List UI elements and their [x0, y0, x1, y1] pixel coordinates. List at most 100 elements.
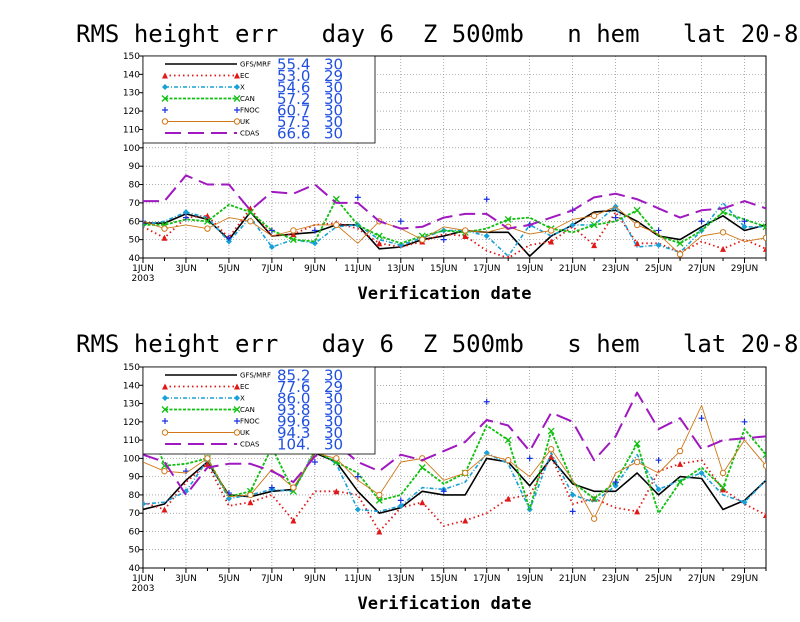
data-point — [333, 221, 340, 229]
y-tick-label: 150 — [123, 52, 140, 62]
data-point — [268, 243, 275, 250]
data-point — [762, 234, 766, 241]
data-point — [504, 436, 512, 444]
legend-marker — [234, 395, 240, 401]
data-point — [419, 236, 426, 243]
legend-label: FNOC — [240, 107, 260, 115]
legend-marker — [162, 84, 168, 90]
data-point — [354, 194, 361, 201]
data-point — [483, 398, 490, 405]
x-tick-label: 3JUN — [175, 264, 197, 274]
data-point — [741, 418, 748, 425]
data-point — [333, 455, 340, 462]
x-axis-label: Verification date — [358, 284, 532, 304]
x-tick-label: 13JUN — [387, 264, 414, 274]
legend-mean: 85.2 — [277, 367, 310, 385]
data-point — [698, 469, 705, 476]
chart-title: RMS height err day 6 Z 500mb s hem lat 2… — [76, 330, 800, 358]
series-line-x — [143, 202, 766, 258]
legend-label: FNOC — [240, 418, 260, 426]
data-point — [591, 242, 598, 249]
x-tick-label: 11JUN — [344, 264, 371, 274]
y-tick-label: 90 — [129, 162, 141, 172]
y-tick-label: 110 — [123, 125, 140, 135]
data-point — [161, 467, 168, 475]
legend-marker — [234, 84, 240, 90]
data-point — [590, 221, 598, 229]
series-line-fnoc — [143, 196, 766, 244]
series-line-uk — [143, 206, 766, 255]
legend-label: UK — [240, 429, 250, 437]
data-point — [290, 517, 297, 524]
data-point — [483, 196, 490, 203]
data-point — [182, 209, 189, 216]
legend-mean: 99.6 — [277, 413, 310, 431]
series-line-can — [143, 405, 766, 515]
legend-box — [142, 366, 376, 455]
x-tick-label: 19JUN — [516, 574, 543, 584]
data-point — [655, 242, 662, 249]
legend-marker — [161, 95, 169, 102]
legend-mean: 86.0 — [277, 390, 310, 408]
data-point — [397, 218, 404, 225]
data-point — [719, 484, 727, 492]
legend-count: 30 — [324, 390, 343, 408]
data-point — [462, 232, 469, 239]
legend-marker — [161, 406, 169, 413]
data-point — [483, 449, 490, 456]
y-tick-label: 140 — [123, 70, 140, 80]
legend-count: 30 — [324, 56, 343, 74]
legend-count: 30 — [324, 367, 343, 385]
y-tick-label: 100 — [123, 144, 140, 154]
y-tick-label: 130 — [123, 400, 140, 410]
x-tick-label: 15JUN — [430, 574, 457, 584]
data-point — [506, 255, 510, 258]
x-tick-label: 1JUN — [132, 574, 154, 584]
series-line-cdas — [143, 174, 766, 230]
x-tick-label: 23JUN — [602, 574, 629, 584]
data-point — [741, 499, 748, 506]
legend-mean: 55.4 — [277, 56, 310, 74]
legend-label: EC — [240, 72, 249, 80]
x-tick-label: 9JUN — [304, 574, 326, 584]
legend-label: CDAS — [240, 130, 260, 138]
x-tick-label: 11JUN — [344, 574, 371, 584]
data-point — [612, 214, 619, 221]
data-point — [204, 460, 211, 467]
x-tick-label: 29JUN — [731, 264, 758, 274]
legend-marker — [233, 406, 241, 413]
x-tick-label: 7JUN — [261, 264, 283, 274]
legend: GFS/MRF 85.2 30 EC 77.6 29 X 86.0 30 CAN 93.8 30 FNO… — [142, 366, 376, 455]
data-point — [569, 508, 576, 515]
series-line-uk — [143, 404, 766, 520]
legend-count: 30 — [324, 436, 343, 454]
data-point — [612, 479, 619, 486]
data-point — [547, 427, 555, 435]
legend-count: 30 — [324, 401, 343, 419]
data-point — [655, 227, 662, 234]
data-point — [354, 506, 361, 513]
x-tick-label: 13JUN — [387, 574, 414, 584]
legend-count: 30 — [324, 125, 343, 143]
data-point — [290, 231, 297, 238]
legend-marker — [162, 72, 168, 79]
legend-count: 30 — [324, 102, 343, 120]
data-point — [655, 486, 662, 493]
y-tick-label: 90 — [129, 473, 141, 483]
x-tick-label: 27JUN — [688, 264, 715, 274]
data-point — [247, 491, 254, 499]
y-tick-label: 80 — [129, 181, 141, 191]
legend-mean: 77.6 — [277, 378, 310, 396]
data-point — [376, 491, 383, 499]
data-point — [590, 495, 598, 503]
data-point — [462, 469, 469, 477]
data-point — [311, 227, 318, 234]
data-point — [289, 236, 297, 244]
legend-mean: 53.0 — [277, 67, 310, 85]
series-group — [143, 174, 766, 258]
y-tick-label: 50 — [129, 546, 141, 556]
data-point — [677, 460, 684, 467]
legend-marker — [233, 429, 241, 436]
data-point — [440, 488, 447, 495]
